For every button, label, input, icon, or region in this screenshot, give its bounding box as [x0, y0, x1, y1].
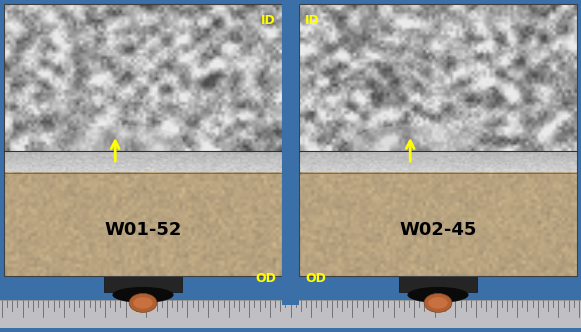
Ellipse shape: [112, 287, 174, 303]
Ellipse shape: [58, 125, 184, 157]
Text: OD: OD: [255, 272, 276, 285]
Text: ID: ID: [261, 14, 276, 27]
Bar: [399, 276, 477, 292]
Text: W02-45: W02-45: [399, 220, 476, 239]
Ellipse shape: [133, 297, 153, 309]
Text: ID: ID: [305, 14, 320, 27]
Bar: [282, 0, 299, 305]
Text: OD: OD: [305, 272, 326, 285]
Ellipse shape: [424, 293, 452, 312]
Bar: [0, 300, 581, 328]
Ellipse shape: [428, 297, 448, 309]
Bar: [104, 276, 182, 292]
Ellipse shape: [407, 287, 469, 303]
Bar: [4, 4, 282, 276]
Bar: [299, 4, 577, 276]
Ellipse shape: [129, 293, 157, 312]
Text: W01-52: W01-52: [105, 220, 182, 239]
Ellipse shape: [353, 125, 478, 157]
